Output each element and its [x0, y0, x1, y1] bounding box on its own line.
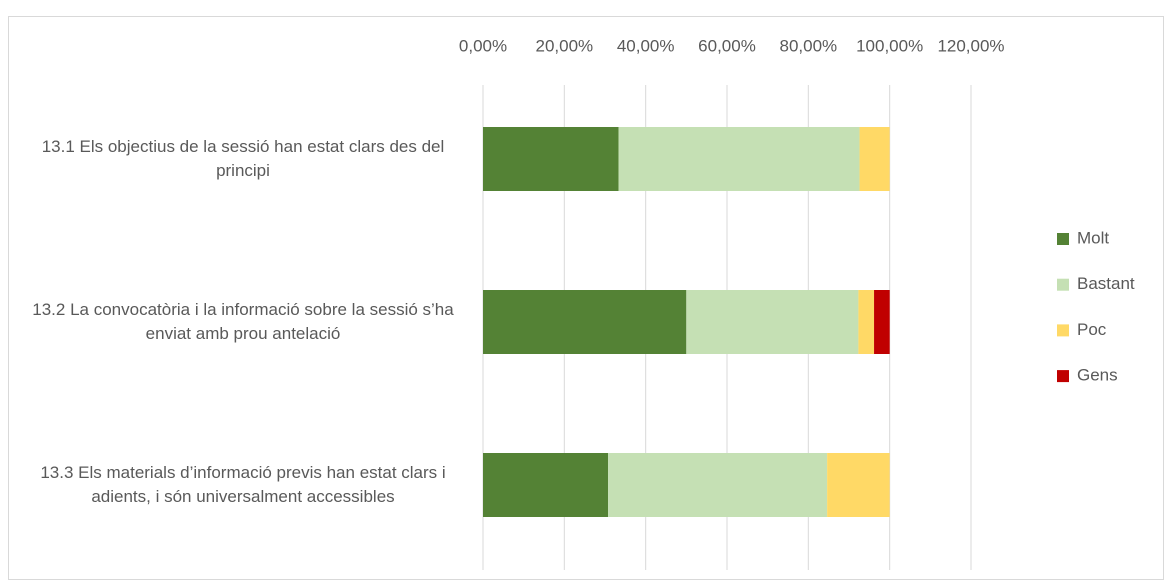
- x-tick-label: 40,00%: [617, 36, 675, 55]
- bar-segment: [483, 127, 619, 191]
- x-tick-label: 80,00%: [779, 36, 837, 55]
- bar-segment: [618, 127, 860, 191]
- category-label: 13.1 Els objectius de la sessió han esta…: [41, 137, 445, 180]
- legend-swatch: [1057, 370, 1069, 383]
- category-label: 13.3 Els materials d’informació previs h…: [40, 463, 446, 506]
- bar-segment: [874, 290, 890, 354]
- legend-label: Poc: [1077, 320, 1107, 339]
- bar-segment: [827, 453, 890, 517]
- legend-swatch: [1057, 324, 1069, 337]
- x-tick-label: 60,00%: [698, 36, 756, 55]
- legend-swatch: [1057, 278, 1069, 291]
- bar-segment: [483, 453, 609, 517]
- legend-label: Molt: [1077, 228, 1109, 247]
- x-tick-label: 0,00%: [459, 36, 507, 55]
- category-label: 13.2 La convocatòria i la informació sob…: [32, 300, 454, 343]
- bar-segment: [483, 290, 687, 354]
- bar-segment: [608, 453, 828, 517]
- legend-label: Bastant: [1077, 274, 1135, 293]
- bar-segment: [859, 127, 890, 191]
- legend-swatch: [1057, 233, 1069, 245]
- legend-label: Gens: [1077, 366, 1118, 385]
- x-tick-label: 20,00%: [535, 36, 593, 55]
- bar-segment: [858, 290, 875, 354]
- chart-border: [8, 16, 1164, 580]
- bar-segment: [686, 290, 859, 354]
- x-tick-label: 100,00%: [856, 36, 923, 55]
- x-tick-label: 120,00%: [937, 36, 1004, 55]
